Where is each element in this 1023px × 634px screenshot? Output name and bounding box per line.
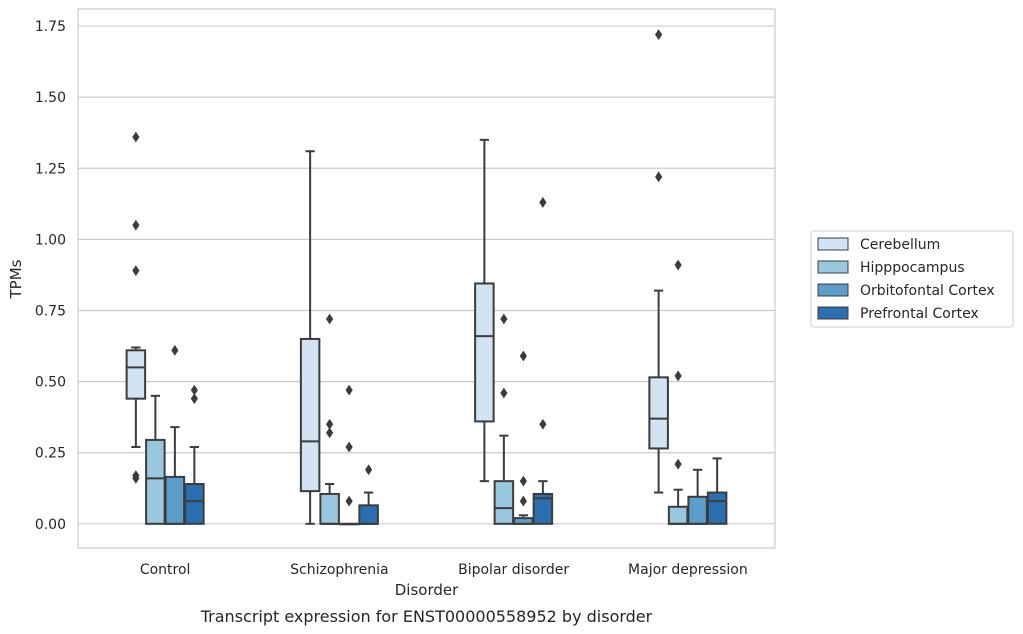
- box-plot-area: [125, 29, 728, 526]
- legend-swatch: [817, 283, 849, 297]
- plot-frame: [77, 8, 776, 549]
- legend-swatch: [817, 237, 849, 251]
- outlier-point: [674, 370, 682, 382]
- box-prefrontal-cortex-bipolar-disorder: [532, 197, 554, 525]
- y-tick-label: 1.75: [35, 19, 66, 35]
- x-tick-label: Control: [140, 562, 191, 578]
- box-prefrontal-cortex-major-depression: [706, 457, 728, 525]
- outlier-point: [500, 313, 508, 325]
- outlier-point: [132, 219, 140, 231]
- outlier-point: [326, 427, 334, 439]
- outlier-point: [132, 265, 140, 277]
- outlier-point: [519, 495, 527, 507]
- y-tick-label: 0.50: [35, 375, 66, 391]
- outlier-point: [190, 393, 198, 405]
- y-tick-label: 0.25: [35, 446, 66, 462]
- box-cerebellum-bipolar-disorder: [474, 138, 495, 483]
- box-hipppocampus-control: [145, 394, 166, 525]
- outlier-point: [171, 344, 179, 356]
- legend-swatch: [817, 306, 849, 320]
- outlier-point: [539, 197, 547, 208]
- outlier-point: [655, 171, 663, 183]
- box-cerebellum-major-depression: [648, 29, 669, 494]
- outlier-point: [365, 464, 373, 476]
- y-tick-label: 1.50: [35, 90, 66, 106]
- box-hipppocampus-schizophrenia: [319, 313, 340, 525]
- y-tick-label: 0.75: [35, 303, 66, 319]
- box-orbitofontal-cortex-major-depression: [687, 468, 708, 525]
- legend-label: Hipppocampus: [860, 260, 965, 276]
- legend-label: Prefrontal Cortex: [860, 306, 979, 322]
- box-orbitofontal-cortex-bipolar-disorder: [513, 350, 534, 525]
- box-orbitofontal-cortex-control: [164, 344, 186, 525]
- box-iqr: [667, 505, 689, 525]
- outlier-point: [326, 313, 334, 325]
- box-prefrontal-cortex-schizophrenia: [358, 464, 379, 525]
- x-axis-ticks: Control Schizophrenia Bipolar disorder Majo…: [140, 562, 748, 578]
- box-iqr: [145, 438, 166, 525]
- y-axis-title: TPMs: [7, 259, 25, 299]
- outlier-point: [500, 387, 508, 399]
- x-tick-label: Major depression: [628, 562, 748, 578]
- outlier-point: [674, 458, 682, 470]
- x-axis-title: Disorder: [395, 581, 459, 599]
- chart-caption: Transcript expression for ENST0000055895…: [200, 607, 653, 626]
- outlier-point: [190, 384, 198, 396]
- box-cerebellum-control: [125, 131, 147, 484]
- legend-label: Cerebellum: [860, 237, 940, 253]
- outlier-point: [326, 418, 334, 430]
- outlier-point: [345, 441, 353, 453]
- outlier-point: [345, 384, 353, 396]
- y-axis-ticks: 0.00 0.25 0.50 0.75 1.00 1.25 1.50 1.75: [35, 19, 66, 533]
- box-iqr: [648, 376, 669, 450]
- box-hipppocampus-major-depression: [667, 259, 689, 525]
- outlier-point: [132, 131, 140, 143]
- box-iqr: [358, 504, 379, 525]
- box-prefrontal-cortex-control: [184, 384, 205, 525]
- box-iqr: [532, 492, 554, 525]
- box-orbitofontal-cortex-schizophrenia: [338, 384, 360, 526]
- box-iqr: [319, 492, 340, 525]
- y-tick-label: 1.25: [35, 161, 66, 177]
- box-iqr: [687, 495, 708, 525]
- outlier-point: [519, 350, 527, 362]
- box-iqr: [474, 282, 495, 423]
- box-iqr: [706, 491, 728, 525]
- legend-frame: [810, 230, 1014, 328]
- y-tick-label: 1.00: [35, 232, 66, 248]
- legend-label: Orbitofontal Cortex: [860, 283, 995, 299]
- legend: Cerebellum Hipppocampus Orbitofontal Corte…: [810, 230, 1014, 328]
- outlier-point: [345, 495, 353, 507]
- box-iqr: [125, 349, 147, 400]
- outlier-point: [519, 475, 527, 487]
- outlier-point: [674, 259, 682, 271]
- y-tick-label: 0.00: [35, 517, 66, 533]
- legend-swatch: [817, 260, 849, 274]
- box-iqr: [184, 483, 205, 525]
- outlier-point: [539, 418, 547, 430]
- gridlines: [78, 25, 775, 525]
- outlier-point: [655, 29, 663, 40]
- box-iqr: [164, 475, 186, 525]
- box-iqr: [493, 480, 515, 525]
- box-hipppocampus-bipolar-disorder: [493, 313, 515, 525]
- box-cerebellum-schizophrenia: [299, 150, 321, 525]
- x-tick-label: Bipolar disorder: [458, 562, 569, 578]
- outlier-point: [132, 472, 140, 484]
- box-iqr: [299, 337, 321, 493]
- x-tick-label: Schizophrenia: [290, 562, 388, 578]
